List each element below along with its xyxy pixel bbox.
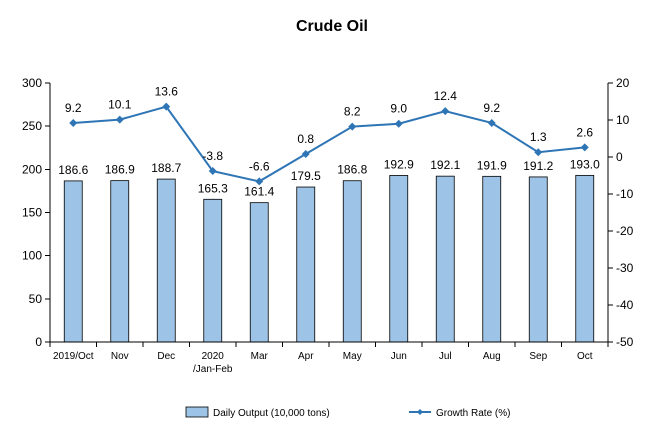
left-axis: 0 50 100 150 200 250 300	[22, 76, 51, 349]
x-axis-category-label: /Jan-Feb	[193, 364, 233, 375]
x-axis-category-label: Sep	[529, 351, 547, 362]
right-axis-tick-label: -50	[616, 335, 634, 349]
x-axis-category-label: 2019/Oct	[53, 351, 94, 362]
bar-value-label: 191.2	[523, 159, 553, 173]
bar-value-label: 186.9	[105, 163, 135, 177]
bar-value-label: 193.0	[570, 157, 600, 171]
x-axis-category-label: 2020	[202, 351, 225, 362]
bar	[63, 180, 83, 343]
bar	[575, 174, 595, 343]
x-axis-category-label: Nov	[111, 351, 129, 362]
line-point	[534, 148, 543, 157]
left-axis-tick-label: 100	[22, 249, 42, 263]
legend-line-marker	[417, 409, 423, 415]
bar-value-label: 188.7	[151, 161, 181, 175]
x-axis-category-label: Dec	[157, 351, 175, 362]
line-series: 9.2 10.1 13.6 -3.8 -6.6 0.8 8.2 9.0 12.4 9.2 1.3 2.…	[65, 85, 593, 186]
line-value-label: 10.1	[108, 98, 132, 112]
x-axis-category-label: May	[343, 351, 362, 362]
bar	[528, 176, 548, 343]
line-value-label: 9.2	[65, 101, 82, 115]
line-point	[208, 167, 217, 176]
bar-series: 186.6 186.9 188.7 165.3 161.4 179.5 186.8 192.9…	[58, 157, 600, 343]
bar-value-label: 161.4	[244, 185, 274, 199]
line-point	[441, 107, 450, 116]
bar	[110, 180, 130, 343]
right-axis: -50 -40 -30 -20 -10 0 10 20	[607, 76, 634, 349]
bar	[203, 198, 223, 343]
x-axis-category-label: Oct	[577, 351, 593, 362]
left-axis-tick-label: 250	[22, 119, 42, 133]
line-value-label: 0.8	[297, 132, 314, 146]
bar-value-label: 165.3	[198, 181, 228, 195]
right-axis-tick-label: -40	[616, 298, 634, 312]
left-axis-tick-label: 300	[22, 76, 42, 90]
line-value-label: 12.4	[434, 89, 458, 103]
bar-value-label: 192.1	[430, 158, 460, 172]
left-axis-tick-label: 0	[35, 335, 42, 349]
right-axis-tick-label: -30	[616, 261, 634, 275]
right-axis-tick-label: -10	[616, 187, 634, 201]
line-value-label: 1.3	[530, 130, 547, 144]
x-axis-category-label: Apr	[298, 351, 314, 362]
legend-bar-swatch	[185, 406, 209, 418]
bar-value-label: 179.5	[291, 169, 321, 183]
x-axis-category-label: Aug	[483, 351, 501, 362]
line-value-label: -6.6	[249, 159, 270, 173]
chart-title: Crude Oil	[296, 18, 368, 35]
x-axis-category-label: Jul	[439, 351, 452, 362]
line-point	[348, 122, 357, 131]
bar-value-label: 186.8	[337, 163, 367, 177]
legend-bar-label: Daily Output (10,000 tons)	[213, 408, 330, 419]
bar	[296, 186, 316, 343]
right-axis-tick-label: 0	[616, 150, 623, 164]
growth-rate-line	[73, 105, 585, 183]
right-axis-tick-label: 10	[616, 113, 630, 127]
line-point	[255, 177, 264, 186]
x-axis-category-label: Jun	[391, 351, 407, 362]
line-value-label: 8.2	[344, 105, 361, 119]
left-axis-tick-label: 150	[22, 206, 42, 220]
right-axis-tick-label: 20	[616, 76, 630, 90]
x-axis: 2019/Oct Nov Dec 2020/Jan-Feb Mar Apr May Jun Ju…	[49, 341, 609, 375]
left-axis-tick-label: 200	[22, 162, 42, 176]
bar	[482, 175, 502, 343]
line-point	[580, 143, 589, 152]
line-value-label: 9.0	[390, 102, 407, 116]
bar	[156, 178, 176, 343]
bar	[342, 180, 362, 343]
line-value-label: 13.6	[155, 85, 179, 99]
line-value-label: -3.8	[202, 149, 223, 163]
line-point	[115, 115, 124, 124]
bar-value-label: 191.9	[477, 158, 507, 172]
bar-value-label: 186.6	[58, 163, 88, 177]
legend: Daily Output (10,000 tons) Growth Rate (%…	[185, 406, 510, 419]
line-value-label: 2.6	[576, 125, 593, 139]
bar	[249, 202, 269, 343]
x-axis-category-label: Mar	[251, 351, 269, 362]
bar	[389, 175, 409, 343]
legend-line-label: Growth Rate (%)	[436, 408, 510, 419]
line-point	[487, 118, 496, 127]
line-point	[162, 102, 171, 111]
line-point	[301, 150, 310, 159]
bar-value-label: 192.9	[384, 157, 414, 171]
line-point	[69, 118, 78, 127]
line-point	[394, 119, 403, 128]
right-axis-tick-label: -20	[616, 224, 634, 238]
bar	[435, 175, 455, 343]
left-axis-tick-label: 50	[29, 292, 43, 306]
line-value-label: 9.2	[483, 101, 500, 115]
